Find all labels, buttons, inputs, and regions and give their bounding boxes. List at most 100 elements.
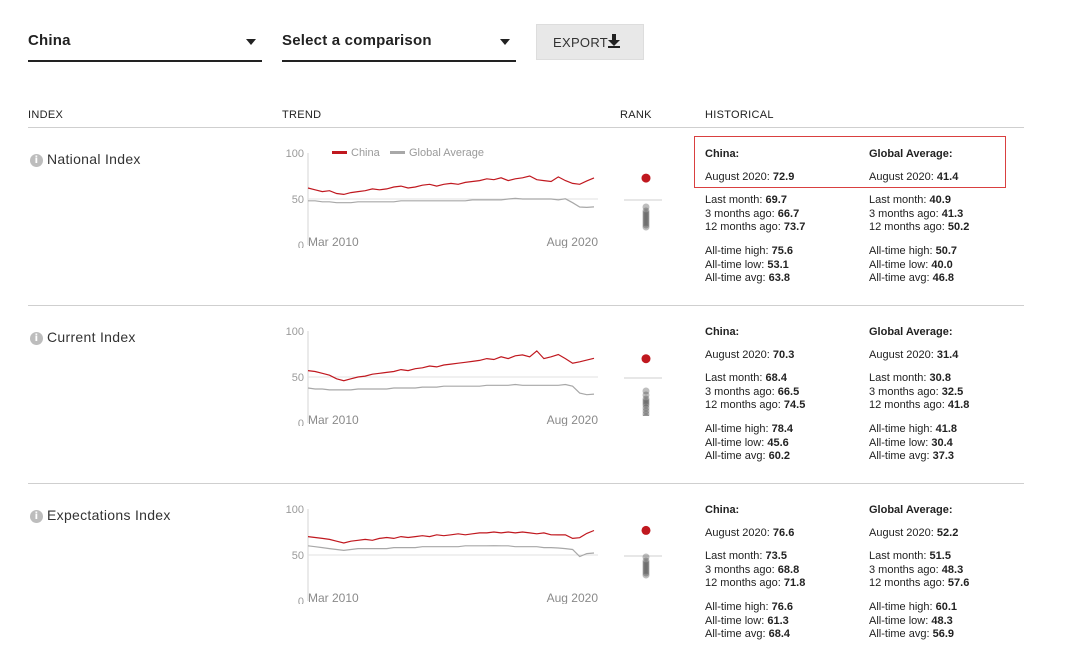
all-time-high-row: All-time high: 76.6 [705,601,793,615]
country-series-line [307,175,595,196]
index-name-label: Current Index [47,329,136,345]
all-time-high-value: 41.8 [935,423,958,435]
all-time-high-value: 50.7 [935,245,958,257]
last-month-value: 51.5 [929,550,951,562]
historical-average-current: August 2020: 31.4 [869,349,958,363]
last-month-label: Last month: [705,550,763,562]
rank-point-other [642,565,650,573]
all-time-low-value: 30.4 [931,436,953,449]
last-month-row: Last month: 51.5 [869,550,969,564]
all-time-avg-row: All-time avg: 56.9 [869,628,957,642]
info-icon[interactable]: i [30,332,43,345]
current-value: 76.6 [772,527,795,539]
rank-point-other [642,553,650,561]
historical-average-alltime: All-time high: 41.8 All-time low: 30.4 A… [869,423,957,464]
three-months-label: 3 months ago: [705,385,775,398]
info-icon[interactable]: i [30,510,43,523]
rank-point-other [642,567,650,575]
rank-point-other [642,209,650,217]
historical-average-current: August 2020: 52.2 [869,527,958,541]
twelve-months-value: 41.8 [947,399,970,411]
all-time-avg-value: 46.8 [932,272,955,284]
current-value: 52.2 [936,527,959,539]
three-months-label: 3 months ago: [869,207,939,220]
rank-point-other [642,563,650,571]
export-button-label: EXPORT [553,35,609,50]
three-months-row: 3 months ago: 48.3 [869,564,969,578]
y-tick-label: 0 [298,418,304,426]
header-divider [28,127,1024,128]
rank-point-other [642,557,650,565]
historical-average-recent: Last month: 30.8 3 months ago: 32.5 12 m… [869,372,969,413]
all-time-high-row: All-time high: 60.1 [869,601,957,615]
rank-point-other [642,215,650,223]
average-series-line [307,383,595,396]
rank-point-country [641,173,651,183]
historical-country-current: August 2020: 72.9 [705,171,794,185]
trend-chart: 100 50 0 Mar 2010 Aug 2020 [286,504,599,604]
rank-point-other [642,410,650,416]
last-month-label: Last month: [869,550,927,562]
index-name-label: Expectations Index [47,507,171,523]
rank-point-other [642,221,650,229]
section-divider [28,483,1024,484]
all-time-avg-row: All-time avg: 63.8 [705,272,793,286]
last-month-row: Last month: 69.7 [705,194,805,208]
all-time-low-row: All-time low: 48.3 [869,615,957,629]
average-series-line [307,545,595,558]
all-time-high-label: All-time high: [705,423,769,435]
rank-point-other [642,223,650,231]
all-time-high-value: 60.1 [935,601,958,613]
all-time-avg-label: All-time avg: [869,272,930,284]
last-month-label: Last month: [705,194,763,206]
three-months-row: 3 months ago: 68.8 [705,564,805,578]
rank-point-other [642,203,650,211]
y-tick-label: 100 [286,148,304,160]
index-name[interactable]: i National Index [30,151,141,167]
twelve-months-label: 12 months ago: [705,577,781,589]
all-time-low-value: 40.0 [931,258,953,271]
all-time-low-row: All-time low: 53.1 [705,259,793,273]
info-icon[interactable]: i [30,154,43,167]
rank-point-other [642,571,650,579]
all-time-avg-row: All-time avg: 60.2 [705,450,793,464]
all-time-high-value: 75.6 [771,245,794,257]
all-time-avg-label: All-time avg: [705,272,766,284]
twelve-months-value: 57.6 [947,577,970,589]
legend-swatch-country [332,151,347,154]
historical-average-title: Global Average: [869,326,953,338]
rank-strip [624,354,662,416]
trend-chart: 100 50 0 Mar 2010 Aug 2020 China Global Averag… [286,147,599,248]
last-month-value: 40.9 [929,194,951,206]
rank-point-other [642,561,650,569]
column-header-rank: RANK [620,109,652,121]
twelve-months-row: 12 months ago: 73.7 [705,221,805,235]
current-label: August 2020: [705,527,770,539]
all-time-low-label: All-time low: [869,614,929,627]
country-select[interactable]: China [28,24,262,62]
last-month-label: Last month: [705,372,763,384]
y-tick-label: 50 [292,372,304,384]
y-tick-label: 0 [298,240,304,248]
caret-down-icon [500,39,510,45]
rank-point-other [642,395,650,403]
country-series-line [307,350,595,382]
three-months-label: 3 months ago: [705,563,775,576]
index-name[interactable]: i Current Index [30,329,136,345]
historical-average-current: August 2020: 41.4 [869,171,958,185]
all-time-low-value: 45.6 [767,436,789,449]
historical-country-current: August 2020: 70.3 [705,349,794,363]
all-time-high-value: 78.4 [771,423,794,435]
all-time-avg-value: 68.4 [768,628,791,640]
last-month-row: Last month: 73.5 [705,550,805,564]
index-name[interactable]: i Expectations Index [30,507,171,523]
rank-point-other [642,413,650,416]
comparison-select[interactable]: Select a comparison [282,24,516,62]
current-label: August 2020: [869,527,934,539]
all-time-low-value: 61.3 [767,614,789,627]
historical-average-recent: Last month: 51.5 3 months ago: 48.3 12 m… [869,550,969,591]
export-button[interactable]: EXPORT [536,24,644,60]
historical-country-current: August 2020: 76.6 [705,527,794,541]
twelve-months-label: 12 months ago: [869,577,945,589]
country-series-line [307,529,595,544]
